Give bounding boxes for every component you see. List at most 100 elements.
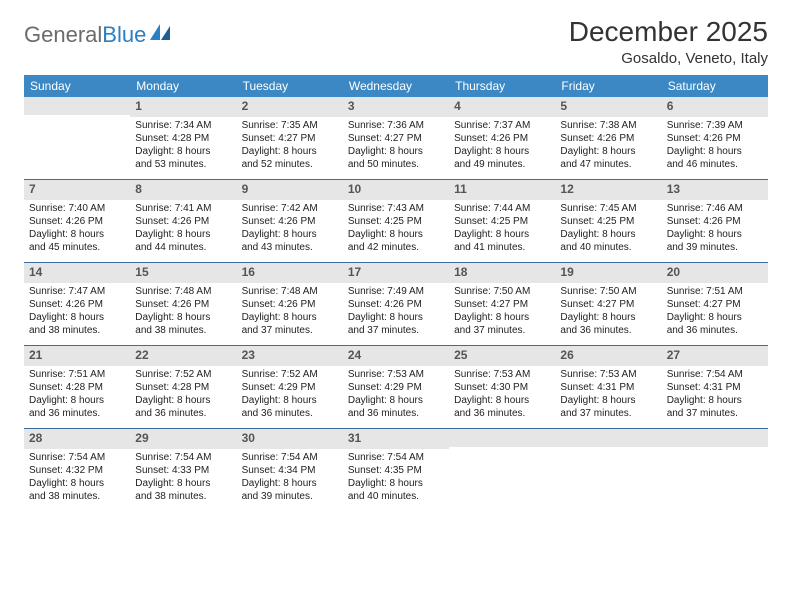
- calendar-cell: 4Sunrise: 7:37 AMSunset: 4:26 PMDaylight…: [449, 97, 555, 179]
- sunset-line: Sunset: 4:31 PM: [667, 381, 763, 394]
- day-number: 11: [449, 180, 555, 200]
- day-number: 29: [130, 429, 236, 449]
- day1-line: Daylight: 8 hours: [242, 477, 338, 490]
- day2-line: and 37 minutes.: [667, 407, 763, 420]
- day2-line: and 38 minutes.: [29, 490, 125, 503]
- calendar-cell: [24, 97, 130, 179]
- sunset-line: Sunset: 4:28 PM: [29, 381, 125, 394]
- week-row: 1Sunrise: 7:34 AMSunset: 4:28 PMDaylight…: [24, 97, 768, 180]
- day-number: 1: [130, 97, 236, 117]
- calendar-cell: 19Sunrise: 7:50 AMSunset: 4:27 PMDayligh…: [555, 263, 661, 345]
- cell-body: Sunrise: 7:54 AMSunset: 4:35 PMDaylight:…: [348, 451, 444, 503]
- sunrise-line: Sunrise: 7:53 AM: [454, 368, 550, 381]
- brand-part2: Blue: [102, 22, 146, 48]
- day1-line: Daylight: 8 hours: [348, 394, 444, 407]
- calendar-cell: 18Sunrise: 7:50 AMSunset: 4:27 PMDayligh…: [449, 263, 555, 345]
- day1-line: Daylight: 8 hours: [135, 228, 231, 241]
- sunset-line: Sunset: 4:25 PM: [348, 215, 444, 228]
- day-number: 31: [343, 429, 449, 449]
- calendar-cell: 1Sunrise: 7:34 AMSunset: 4:28 PMDaylight…: [130, 97, 236, 179]
- day-number: 25: [449, 346, 555, 366]
- day-number: 7: [24, 180, 130, 200]
- cell-body: Sunrise: 7:51 AMSunset: 4:27 PMDaylight:…: [667, 285, 763, 337]
- cell-body: Sunrise: 7:41 AMSunset: 4:26 PMDaylight:…: [135, 202, 231, 254]
- sunrise-line: Sunrise: 7:34 AM: [135, 119, 231, 132]
- day-number: 10: [343, 180, 449, 200]
- sunrise-line: Sunrise: 7:54 AM: [348, 451, 444, 464]
- cell-body: Sunrise: 7:50 AMSunset: 4:27 PMDaylight:…: [560, 285, 656, 337]
- day1-line: Daylight: 8 hours: [667, 394, 763, 407]
- day-header-cell: Saturday: [662, 75, 768, 97]
- day1-line: Daylight: 8 hours: [560, 228, 656, 241]
- day-number: 20: [662, 263, 768, 283]
- day1-line: Daylight: 8 hours: [667, 228, 763, 241]
- cell-body: Sunrise: 7:52 AMSunset: 4:29 PMDaylight:…: [242, 368, 338, 420]
- sunrise-line: Sunrise: 7:47 AM: [29, 285, 125, 298]
- week-row: 21Sunrise: 7:51 AMSunset: 4:28 PMDayligh…: [24, 346, 768, 429]
- sunrise-line: Sunrise: 7:39 AM: [667, 119, 763, 132]
- sunrise-line: Sunrise: 7:49 AM: [348, 285, 444, 298]
- day-number: 2: [237, 97, 343, 117]
- sunset-line: Sunset: 4:26 PM: [667, 132, 763, 145]
- sunset-line: Sunset: 4:35 PM: [348, 464, 444, 477]
- sunrise-line: Sunrise: 7:52 AM: [242, 368, 338, 381]
- day1-line: Daylight: 8 hours: [454, 394, 550, 407]
- day1-line: Daylight: 8 hours: [242, 145, 338, 158]
- day-header-cell: Wednesday: [343, 75, 449, 97]
- sunrise-line: Sunrise: 7:35 AM: [242, 119, 338, 132]
- calendar-cell: 11Sunrise: 7:44 AMSunset: 4:25 PMDayligh…: [449, 180, 555, 262]
- day-number: 21: [24, 346, 130, 366]
- cell-body: Sunrise: 7:38 AMSunset: 4:26 PMDaylight:…: [560, 119, 656, 171]
- sunset-line: Sunset: 4:25 PM: [560, 215, 656, 228]
- calendar-cell: 3Sunrise: 7:36 AMSunset: 4:27 PMDaylight…: [343, 97, 449, 179]
- day2-line: and 38 minutes.: [135, 324, 231, 337]
- calendar-cell: 31Sunrise: 7:54 AMSunset: 4:35 PMDayligh…: [343, 429, 449, 511]
- sunset-line: Sunset: 4:34 PM: [242, 464, 338, 477]
- calendar-cell: 28Sunrise: 7:54 AMSunset: 4:32 PMDayligh…: [24, 429, 130, 511]
- sunset-line: Sunset: 4:27 PM: [667, 298, 763, 311]
- day2-line: and 36 minutes.: [29, 407, 125, 420]
- day2-line: and 37 minutes.: [454, 324, 550, 337]
- day2-line: and 38 minutes.: [29, 324, 125, 337]
- calendar-cell: 30Sunrise: 7:54 AMSunset: 4:34 PMDayligh…: [237, 429, 343, 511]
- day2-line: and 40 minutes.: [560, 241, 656, 254]
- day-number: [24, 97, 130, 115]
- day-number: 22: [130, 346, 236, 366]
- header: GeneralBlue December 2025 Gosaldo, Venet…: [24, 16, 768, 67]
- sunset-line: Sunset: 4:26 PM: [29, 215, 125, 228]
- day-number: 15: [130, 263, 236, 283]
- day-number: 17: [343, 263, 449, 283]
- day2-line: and 39 minutes.: [667, 241, 763, 254]
- sunset-line: Sunset: 4:26 PM: [560, 132, 656, 145]
- sunrise-line: Sunrise: 7:38 AM: [560, 119, 656, 132]
- day-number: 28: [24, 429, 130, 449]
- cell-body: Sunrise: 7:45 AMSunset: 4:25 PMDaylight:…: [560, 202, 656, 254]
- day1-line: Daylight: 8 hours: [348, 477, 444, 490]
- sunset-line: Sunset: 4:29 PM: [348, 381, 444, 394]
- day2-line: and 40 minutes.: [348, 490, 444, 503]
- calendar-cell: 25Sunrise: 7:53 AMSunset: 4:30 PMDayligh…: [449, 346, 555, 428]
- day-number: 9: [237, 180, 343, 200]
- day-number: 12: [555, 180, 661, 200]
- cell-body: Sunrise: 7:36 AMSunset: 4:27 PMDaylight:…: [348, 119, 444, 171]
- day1-line: Daylight: 8 hours: [135, 394, 231, 407]
- sunrise-line: Sunrise: 7:54 AM: [29, 451, 125, 464]
- sunrise-line: Sunrise: 7:40 AM: [29, 202, 125, 215]
- day2-line: and 38 minutes.: [135, 490, 231, 503]
- cell-body: Sunrise: 7:37 AMSunset: 4:26 PMDaylight:…: [454, 119, 550, 171]
- day2-line: and 36 minutes.: [242, 407, 338, 420]
- day2-line: and 36 minutes.: [454, 407, 550, 420]
- calendar-cell: 27Sunrise: 7:54 AMSunset: 4:31 PMDayligh…: [662, 346, 768, 428]
- cell-body: Sunrise: 7:54 AMSunset: 4:33 PMDaylight:…: [135, 451, 231, 503]
- location: Gosaldo, Veneto, Italy: [569, 50, 768, 67]
- sunset-line: Sunset: 4:28 PM: [135, 381, 231, 394]
- sunset-line: Sunset: 4:26 PM: [242, 215, 338, 228]
- calendar-cell: 16Sunrise: 7:48 AMSunset: 4:26 PMDayligh…: [237, 263, 343, 345]
- day1-line: Daylight: 8 hours: [135, 145, 231, 158]
- sunset-line: Sunset: 4:32 PM: [29, 464, 125, 477]
- day1-line: Daylight: 8 hours: [667, 311, 763, 324]
- day2-line: and 39 minutes.: [242, 490, 338, 503]
- cell-body: Sunrise: 7:54 AMSunset: 4:31 PMDaylight:…: [667, 368, 763, 420]
- day2-line: and 41 minutes.: [454, 241, 550, 254]
- sunrise-line: Sunrise: 7:43 AM: [348, 202, 444, 215]
